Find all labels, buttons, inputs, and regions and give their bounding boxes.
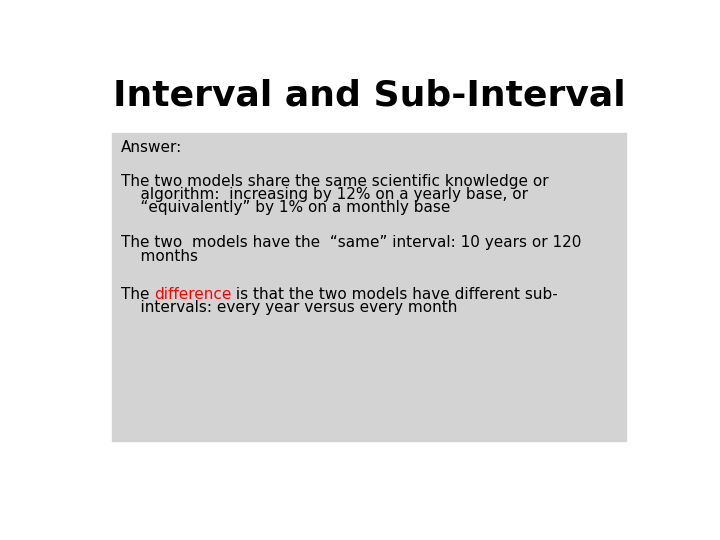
Text: The two  models have the  “same” interval: 10 years or 120: The two models have the “same” interval:…	[121, 235, 581, 250]
FancyBboxPatch shape	[112, 133, 626, 441]
Text: difference: difference	[154, 287, 231, 302]
Text: The: The	[121, 287, 154, 302]
Text: is that the two models have different sub-: is that the two models have different su…	[231, 287, 558, 302]
Text: Answer:: Answer:	[121, 140, 182, 156]
Text: intervals: every year versus every month: intervals: every year versus every month	[121, 300, 457, 315]
Text: The two models share the same scientific knowledge or: The two models share the same scientific…	[121, 174, 549, 188]
Text: “equivalently” by 1% on a monthly base: “equivalently” by 1% on a monthly base	[121, 200, 450, 215]
Text: algorithm:  increasing by 12% on a yearly base, or: algorithm: increasing by 12% on a yearly…	[121, 187, 528, 202]
Text: months: months	[121, 248, 198, 264]
Text: Interval and Sub-Interval: Interval and Sub-Interval	[113, 79, 625, 113]
